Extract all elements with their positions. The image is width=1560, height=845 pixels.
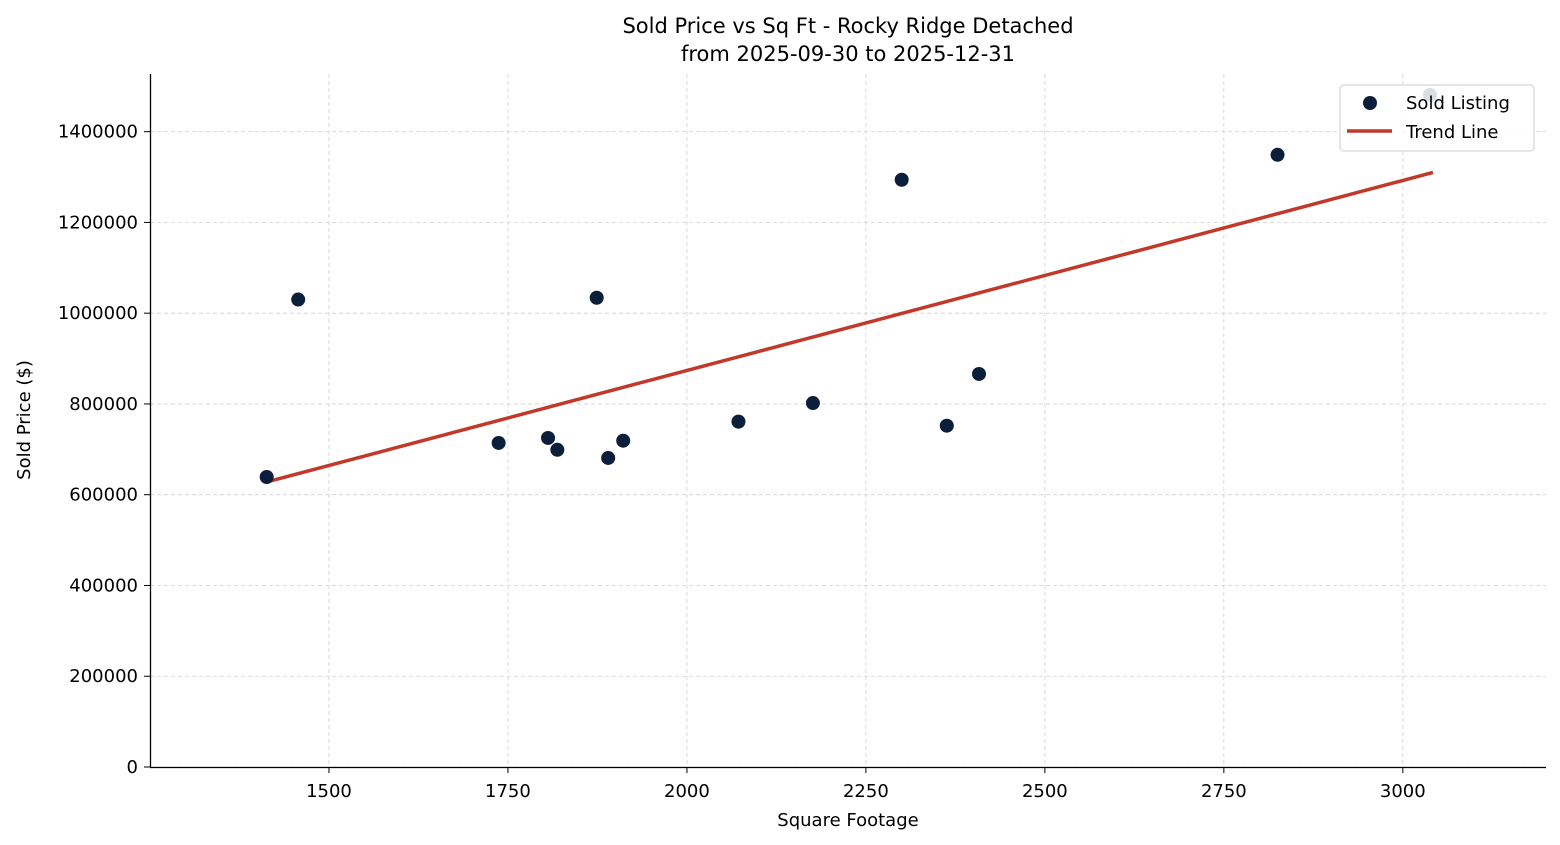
data-point bbox=[939, 418, 954, 433]
y-axis-label: Sold Price ($) bbox=[14, 360, 35, 480]
marks bbox=[259, 87, 1438, 485]
y-tick-label: 1200000 bbox=[58, 212, 138, 233]
legend-marker-sold-listing bbox=[1363, 96, 1377, 110]
y-tick-label: 600000 bbox=[69, 485, 138, 506]
x-axis-label: Square Footage bbox=[777, 810, 918, 831]
data-point bbox=[491, 435, 506, 450]
y-tick-label: 800000 bbox=[69, 394, 138, 415]
data-point bbox=[589, 290, 604, 305]
x-tick-label: 2250 bbox=[843, 781, 889, 802]
x-tick-label: 3000 bbox=[1380, 781, 1426, 802]
y-tick-label: 0 bbox=[127, 757, 138, 778]
data-point bbox=[1270, 147, 1285, 162]
data-point bbox=[616, 433, 631, 448]
x-tick-label: 1750 bbox=[485, 781, 531, 802]
y-tick-label: 1400000 bbox=[58, 122, 138, 143]
legend-box bbox=[1339, 84, 1535, 152]
ticks: 1500 1750 2000 2250 2500 2750 3000 0 200000 40000… bbox=[58, 122, 1426, 802]
x-tick-label: 1500 bbox=[306, 781, 352, 802]
data-point bbox=[541, 430, 556, 445]
data-point bbox=[972, 366, 987, 381]
data-point bbox=[894, 172, 909, 187]
chart-subtitle: from 2025-09-30 to 2025-12-31 bbox=[681, 42, 1015, 66]
grid bbox=[150, 74, 1546, 768]
data-point bbox=[259, 470, 274, 485]
x-tick-label: 2000 bbox=[664, 781, 710, 802]
legend-label-trend-line: Trend Line bbox=[1405, 122, 1499, 143]
data-point bbox=[291, 292, 306, 307]
y-tick-label: 400000 bbox=[69, 575, 138, 596]
data-point bbox=[731, 414, 746, 429]
data-point bbox=[601, 450, 616, 465]
data-point bbox=[550, 442, 565, 457]
trend-line bbox=[266, 170, 1434, 484]
data-point bbox=[805, 396, 820, 411]
legend-label-sold-listing: Sold Listing bbox=[1406, 93, 1510, 114]
chart-title: Sold Price vs Sq Ft - Rocky Ridge Detach… bbox=[622, 14, 1073, 38]
legend: Sold Listing Trend Line bbox=[1339, 84, 1535, 152]
x-tick-label: 2750 bbox=[1201, 781, 1247, 802]
x-tick-label: 2500 bbox=[1022, 781, 1068, 802]
y-tick-label: 1000000 bbox=[58, 303, 138, 324]
y-tick-label: 200000 bbox=[69, 666, 138, 687]
